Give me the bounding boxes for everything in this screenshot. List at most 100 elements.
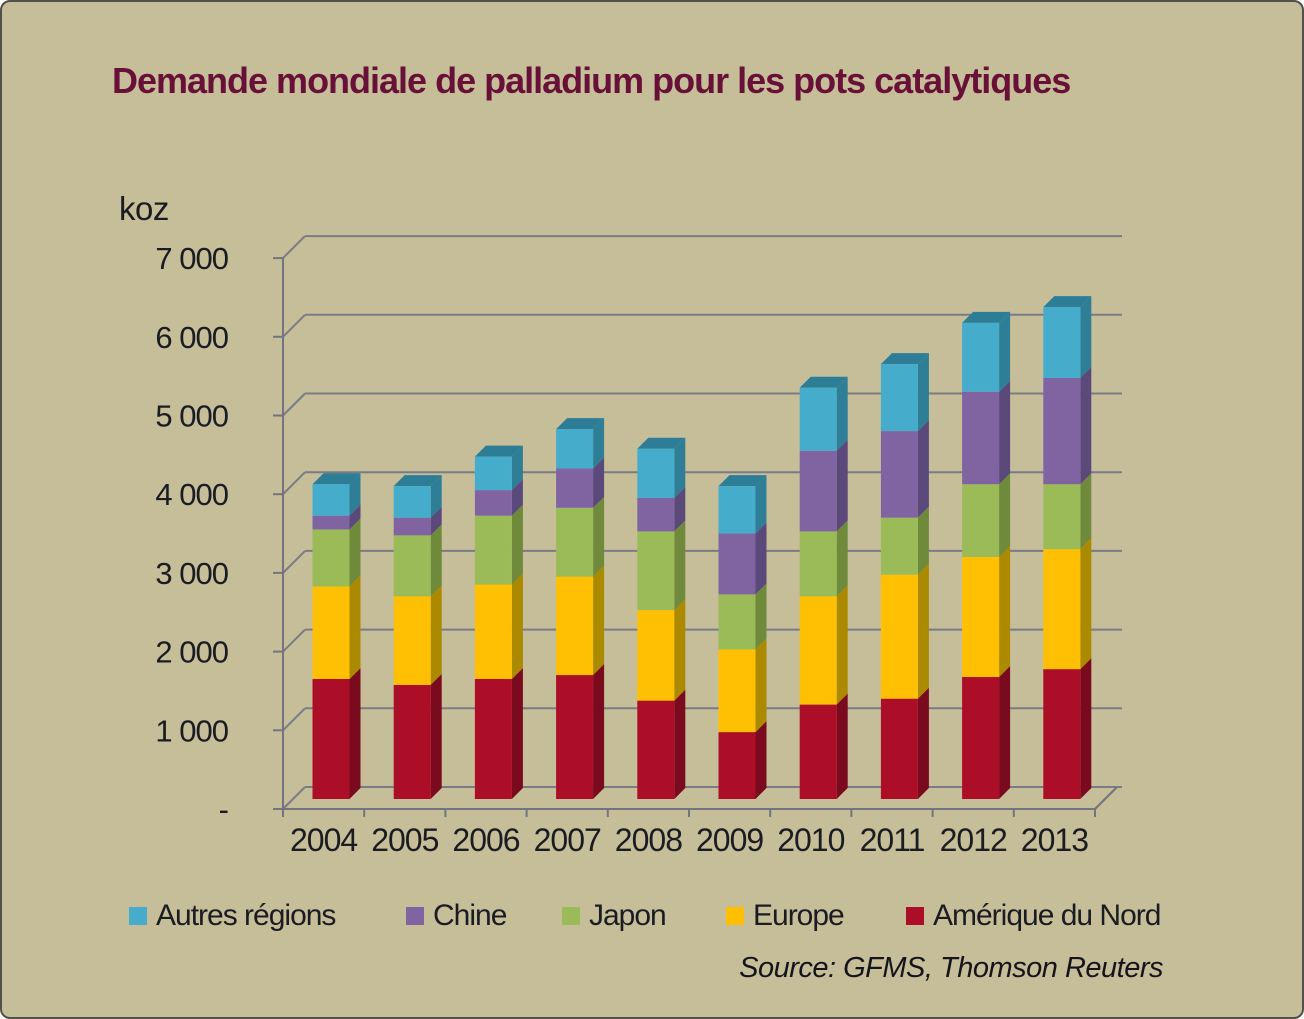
bar-segment-side [1080, 296, 1092, 378]
bar-segment-front [474, 456, 512, 491]
bar-segment-side [430, 585, 442, 685]
bar-segment-front [962, 322, 1000, 392]
bar-segment-side [349, 518, 361, 587]
source-note: Source: GFMS, Thomson Reuters [739, 952, 1163, 984]
bar-segment-top [880, 353, 929, 365]
bar-segment-side [511, 573, 523, 679]
bar-segment-front [474, 584, 512, 679]
legend-item-amerique-du-nord: Amérique du Nord [906, 899, 1161, 933]
bar-segment-side [674, 437, 686, 498]
bar-segment-side [999, 473, 1011, 557]
bar-segment-side [999, 311, 1011, 392]
bar-segment-front [393, 535, 431, 597]
legend-label: Chine [433, 899, 507, 932]
bar-segment-side [430, 524, 442, 597]
legend-swatch-japon [562, 907, 580, 925]
bar-segment-front [556, 675, 594, 799]
bar-segment-front [962, 391, 1000, 485]
x-tick-label: 2013 [1021, 822, 1088, 858]
legend-item-autres-regions: Autres régions [129, 899, 336, 933]
y-tick-label: 5 000 [155, 399, 228, 434]
bar-segment-front [1043, 377, 1081, 485]
bar-segment-top [1043, 296, 1092, 308]
y-tick-label: 7 000 [155, 241, 228, 276]
bar-segment-top [393, 475, 442, 487]
bar-segment-side [836, 376, 848, 451]
legend-swatch-chine [406, 907, 424, 925]
bar-segment-top [718, 475, 767, 487]
bar-segment-side [1080, 366, 1092, 485]
bar-segment-front [880, 574, 918, 699]
bar-segment-front [556, 429, 594, 469]
y-tick-label: 6 000 [155, 320, 228, 355]
gridline-depth-stub [282, 235, 306, 259]
bar-segment-side [430, 673, 442, 799]
bar-segment-front [474, 515, 512, 585]
bar-segment-side [674, 689, 686, 799]
bar-segment-front [962, 484, 1000, 557]
bar-segment-side [593, 496, 605, 577]
bar-segment-front [556, 576, 594, 676]
gridline-depth-stub [282, 550, 306, 574]
legend-swatch-autres-regions [129, 907, 147, 925]
bar-segment-front [393, 486, 431, 518]
bar-segment-side [430, 506, 442, 536]
bar-segment-side [511, 504, 523, 585]
bar-segment-front [962, 556, 1000, 678]
floor-right-edge [1094, 786, 1118, 810]
bar-segment-front [880, 698, 918, 799]
bar-segment-side [1080, 658, 1092, 799]
bar-segment-side [917, 353, 929, 432]
bar-segment-side [836, 520, 848, 597]
bar-segment-front [880, 364, 918, 432]
bar-segment-top [312, 473, 361, 485]
bar-segment-side [1080, 473, 1092, 550]
bar-segment-side [349, 667, 361, 799]
x-tick-label: 2008 [615, 822, 682, 858]
y-tick-label: - [219, 792, 228, 827]
chart-title: Demande mondiale de palladium pour les p… [112, 60, 1071, 101]
bar-segment-side [593, 664, 605, 799]
bar-segment-side [755, 638, 767, 733]
bar-segment-front [799, 704, 837, 799]
legend-label: Europe [753, 899, 845, 932]
x-tick-label: 2011 [860, 822, 925, 858]
bar-segment-side [917, 506, 929, 575]
bar-segment-front [556, 507, 594, 577]
bar-segment-top [556, 418, 605, 430]
y-axis-unit-label: koz [119, 190, 169, 227]
bar-segment-side [917, 563, 929, 699]
bar-segment-front [637, 497, 675, 532]
bar-segment-front [1043, 307, 1081, 378]
bar-segment-front [718, 486, 756, 534]
bar-segment-side [511, 445, 523, 491]
bar-segment-front [474, 490, 512, 516]
bar-segment-front [880, 517, 918, 575]
bar-segment-front [1043, 669, 1081, 799]
bar-segment-side [999, 666, 1011, 799]
x-tick-label: 2010 [777, 822, 844, 858]
bar-segment-front [637, 448, 675, 498]
bar-segment-front [880, 431, 918, 518]
x-tick-label: 2004 [290, 822, 357, 858]
bar-segment-front [718, 533, 756, 595]
bar-segment-front [312, 515, 350, 530]
legend-label: Japon [589, 899, 667, 932]
bar-segment-front [312, 484, 350, 516]
gridline-depth-stub [282, 471, 306, 495]
legend-label: Amérique du Nord [933, 899, 1161, 932]
bar-segment-front [556, 468, 594, 508]
legend-swatch-europe [726, 907, 744, 925]
legend-item-europe: Europe [726, 899, 845, 933]
x-tick-label: 2007 [534, 822, 601, 858]
bar-segment-side [755, 522, 767, 595]
bar-segment-side [430, 475, 442, 518]
bar-segment-front [718, 594, 756, 650]
bar-segment-side [674, 599, 686, 701]
bar-segment-side [755, 721, 767, 799]
gridline-depth-stub [282, 314, 306, 338]
bar-segment-front [312, 529, 350, 587]
bar-segment-side [917, 420, 929, 518]
